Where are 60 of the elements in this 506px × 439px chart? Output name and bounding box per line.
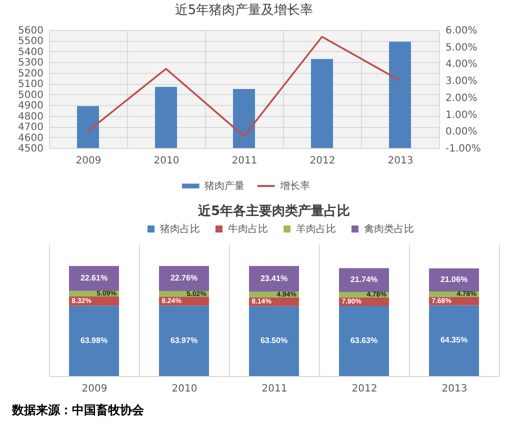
y-tick-label: 4700 [18,122,44,134]
legend-label: 猪肉产量 [204,180,245,192]
x-tick-label: 2010 [172,384,198,394]
data-label: 64.35% [440,336,468,345]
x-tick-label: 2012 [352,384,378,394]
legend-label: 猪肉占比 [160,223,200,235]
y-tick-label: 5600 [18,26,44,36]
data-label: 63.98% [80,336,108,345]
data-label: 22.76% [170,274,198,283]
data-label: 22.61% [80,273,108,282]
data-label: 63.63% [350,336,378,346]
y-tick-label: 5000 [18,90,44,101]
bar [69,266,119,291]
data-label: 63.50% [260,336,288,346]
bar [249,266,299,292]
x-tick-label: 2009 [76,156,102,166]
line-series [87,36,401,138]
legend-label: 羊肉占比 [296,223,336,235]
data-label: 21.06% [440,274,468,284]
y2-tick-label: 1.00% [446,110,478,121]
y2-tick-label: -1.00% [446,144,481,154]
bar [159,266,209,292]
chart-title: 近5年猪肉产量及增长率 [174,2,314,18]
y2-tick-label: 4.00% [446,59,478,70]
legend-label: 牛肉占比 [228,223,268,235]
bar [159,306,209,376]
legend-label: 禽肉类占比 [364,223,414,235]
bar [429,268,479,292]
data-label: 23.41% [260,274,288,283]
x-tick-label: 2013 [442,384,468,394]
y-tick-label: 4800 [18,111,44,122]
source-note: 数据来源：中国畜牧协会 [11,403,145,417]
y-tick-label: 5200 [18,68,44,80]
bar [249,306,299,376]
y-tick-label: 4500 [18,144,44,154]
y-tick-label: 5500 [18,36,44,48]
data-label: 63.97% [170,336,198,345]
x-tick-label: 2011 [262,384,288,394]
x-tick-label: 2010 [154,156,180,166]
y-tick-label: 5100 [18,79,44,90]
bar [339,306,389,376]
y-tick-label: 5400 [18,46,44,58]
x-tick-label: 2012 [310,156,336,166]
y-tick-label: 5300 [18,58,44,69]
bar [69,306,119,376]
y2-tick-label: 3.00% [446,76,478,88]
legend-label: 增长率 [279,180,310,192]
data-label: 21.74% [350,275,378,284]
y-tick-label: 4600 [18,132,44,144]
x-tick-label: 2011 [232,156,258,166]
y2-tick-label: 2.00% [446,92,478,104]
x-tick-label: 2013 [388,156,414,166]
bar [429,305,479,376]
y2-tick-label: 6.00% [446,26,478,36]
y-tick-label: 4900 [18,100,44,112]
y2-tick-label: 0.00% [446,126,478,138]
bar [339,268,389,292]
chart-title: 近5年各主要肉类产量占比 [196,203,350,219]
x-tick-label: 2009 [82,384,108,394]
y2-tick-label: 5.00% [446,42,478,54]
